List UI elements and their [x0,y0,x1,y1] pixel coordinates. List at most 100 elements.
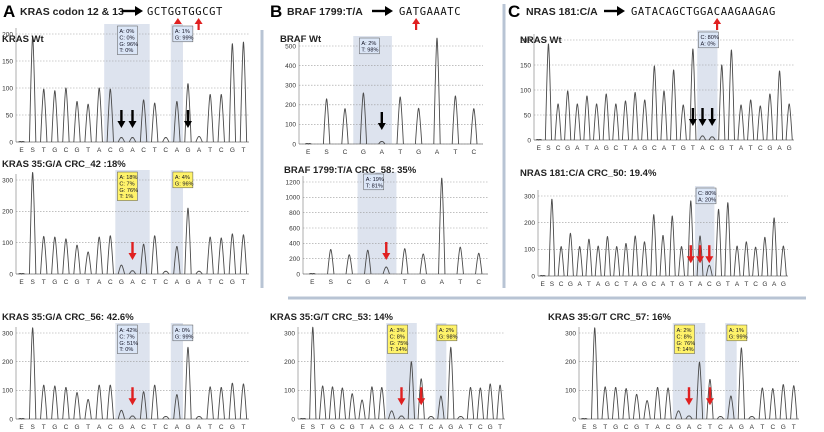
red-arrow [686,245,695,264]
peak [51,90,59,143]
peak [457,416,465,420]
seq-letter: A [638,6,645,18]
peak [184,207,192,275]
base-label: G [185,424,190,431]
allele-line: G: 76% [119,188,138,194]
base-label: C [163,424,168,431]
allele-box: A: 1%G: 99% [726,324,748,342]
peak [73,244,81,275]
peak [28,36,37,143]
base-label: T [585,145,589,152]
base-label: S [30,147,35,154]
peak [631,235,639,277]
seq-letter: A [440,6,447,18]
peak [139,243,148,275]
chart-braf-crc58: 0 200 400 600 800 1000 1200 E S C G A T G A T C BRAF 1799… [284,165,488,286]
chart-title: KRAS 35:G/T CRC_57: 16% [548,312,672,323]
allele-line: A: 4% [175,175,190,181]
peak [622,243,630,277]
seq-letter: A [748,6,755,18]
peak [785,103,793,141]
seq-letter: C [454,6,460,18]
seq-red-arrow [412,18,421,30]
peak [195,270,203,275]
seq-letter: A [741,6,748,18]
base-label: C [64,424,69,431]
peak [162,137,170,143]
seq-letter: G [735,6,741,18]
peak [650,214,658,277]
peak [228,382,237,420]
y-tick-label: 200 [2,31,13,38]
y-tick-label: 200 [285,102,296,109]
y-tick-label: 300 [2,330,13,337]
allele-box: A: 19%T: 81% [363,173,384,191]
peak [128,137,137,143]
peak [653,387,662,420]
seq-letter: T [161,6,168,18]
peak [678,246,685,277]
base-label: G [361,149,366,156]
allele-box: A: 2%C: 8%G: 76%T: 14% [674,324,695,354]
peak [309,326,317,420]
allele-line: C: 8% [390,334,405,340]
allele-line: G: 75% [390,341,409,347]
panel-a-header: KRAS codon 12 & 13 [20,6,124,18]
base-label: E [19,147,24,154]
allele-line: G: 96% [119,42,138,48]
allele-line: C: 0% [119,35,134,41]
header-arrow-b [372,6,393,16]
base-label: G [119,279,124,286]
base-label: A [698,281,703,288]
peak [456,246,464,275]
base-label: A [97,279,102,286]
peak [733,245,741,277]
base-label: G [781,424,786,431]
base-label: A [577,281,582,288]
black-arrow [128,110,137,128]
peak [737,347,746,420]
allele-box: A: 42%C: 7%G: 51%T: 0% [117,324,138,354]
peak [106,235,114,275]
peak [621,100,630,141]
base-label: A [370,424,375,431]
header-arrow-c [604,6,625,16]
peak [475,252,483,275]
allele-line: A: 20% [698,197,716,203]
peak [40,235,48,275]
y-tick-label: 0 [292,141,296,148]
peak [776,70,784,141]
peak [401,248,409,275]
red-arrow [397,387,406,406]
seq-letter: G [700,6,706,18]
allele-line: A: 1% [729,328,744,334]
seq-letter: G [188,6,194,18]
base-label: C [614,281,619,288]
base-label: E [306,149,311,156]
base-label: C [710,145,715,152]
base-label: G [781,281,786,288]
base-label: A [662,145,667,152]
seq-letter: C [659,6,665,18]
peak [668,215,676,277]
peak [670,69,678,141]
allele-box: A: 2%T: 98% [359,37,380,55]
base-label: C [141,424,146,431]
base-label: E [19,424,24,431]
base-label: G [416,149,421,156]
peak [535,139,543,141]
panel-b-header: BRAF 1799:T/A [287,6,363,18]
peak [206,236,214,275]
y-tick-label: 200 [565,359,576,366]
base-label: T [760,424,764,431]
allele-line: A: 0% [119,29,134,35]
peak [304,143,312,145]
peak [73,101,81,143]
peak [660,90,668,141]
base-label: C [758,145,763,152]
panel-letter-a: A [3,2,15,21]
allele-box: A: 1%G: 99% [172,25,194,43]
